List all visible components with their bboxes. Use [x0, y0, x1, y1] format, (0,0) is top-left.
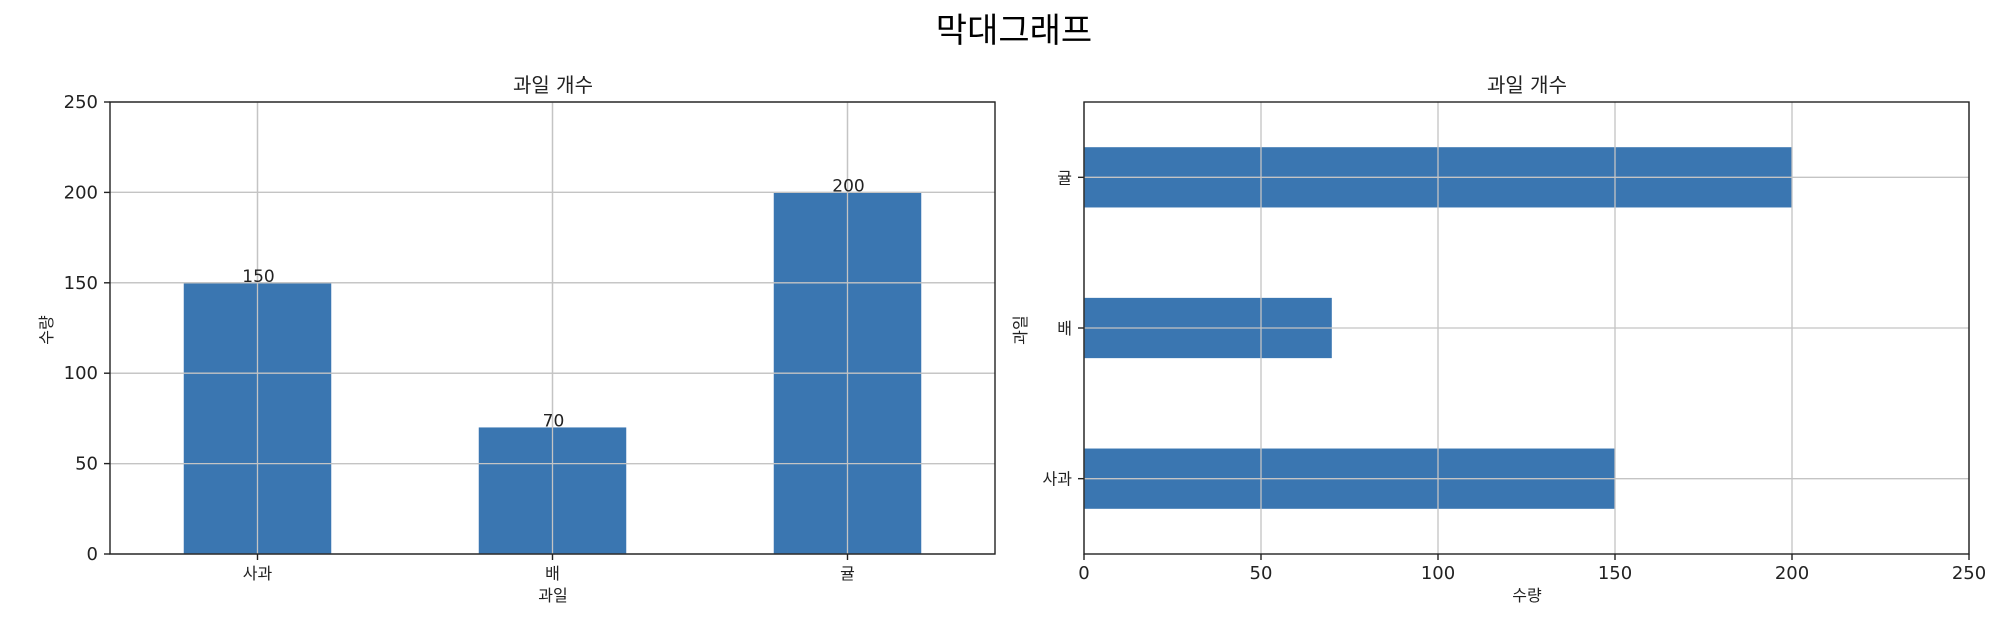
figure-title: 막대그래프	[936, 11, 1092, 51]
right-y-tick-label: 배	[1057, 319, 1072, 338]
right-x-tick-label: 150	[1598, 563, 1632, 584]
left-y-tick-label: 100	[64, 363, 98, 384]
horizontal-bar-chart: 과일 개수 수량 과일 0 50 100 150 200 250 사과 배 귤	[1011, 73, 1986, 605]
left-chart-title: 과일 개수	[513, 73, 593, 97]
left-bar-data-label: 70	[543, 411, 565, 431]
left-y-tick-label: 150	[64, 273, 98, 294]
left-bar-data-label: 200	[832, 176, 864, 196]
right-x-tick-label: 250	[1952, 563, 1986, 584]
left-x-tick-label: 귤	[840, 564, 855, 583]
left-x-tick-label: 배	[545, 564, 560, 583]
right-plot-frame	[1083, 101, 1970, 555]
left-y-tick-label: 250	[64, 92, 98, 113]
right-chart-title: 과일 개수	[1487, 73, 1567, 97]
right-y-tick-label: 귤	[1057, 168, 1072, 187]
right-x-tick-label: 50	[1250, 563, 1273, 584]
left-x-axis-label: 과일	[538, 586, 567, 605]
right-x-axis-label: 수량	[1512, 586, 1542, 605]
left-y-axis-label: 수량	[37, 315, 56, 345]
left-y-tick-label: 200	[64, 182, 98, 203]
left-x-tick-label: 사과	[243, 564, 273, 583]
right-y-axis-label: 과일	[1011, 315, 1030, 344]
left-y-tick-label: 0	[87, 544, 98, 565]
right-x-tick-label: 100	[1421, 563, 1455, 584]
left-bar-data-label: 150	[242, 267, 274, 287]
vertical-bar-chart: 과일 개수 과일 수량 0 50 100 150 200 250 150 70 200 사과 배 귤	[37, 73, 996, 605]
right-y-tick-label: 사과	[1043, 470, 1073, 489]
left-y-tick-label: 50	[75, 454, 98, 475]
right-x-tick-label: 0	[1078, 563, 1089, 584]
right-x-tick-label: 200	[1775, 563, 1809, 584]
left-plot-frame	[109, 101, 996, 555]
